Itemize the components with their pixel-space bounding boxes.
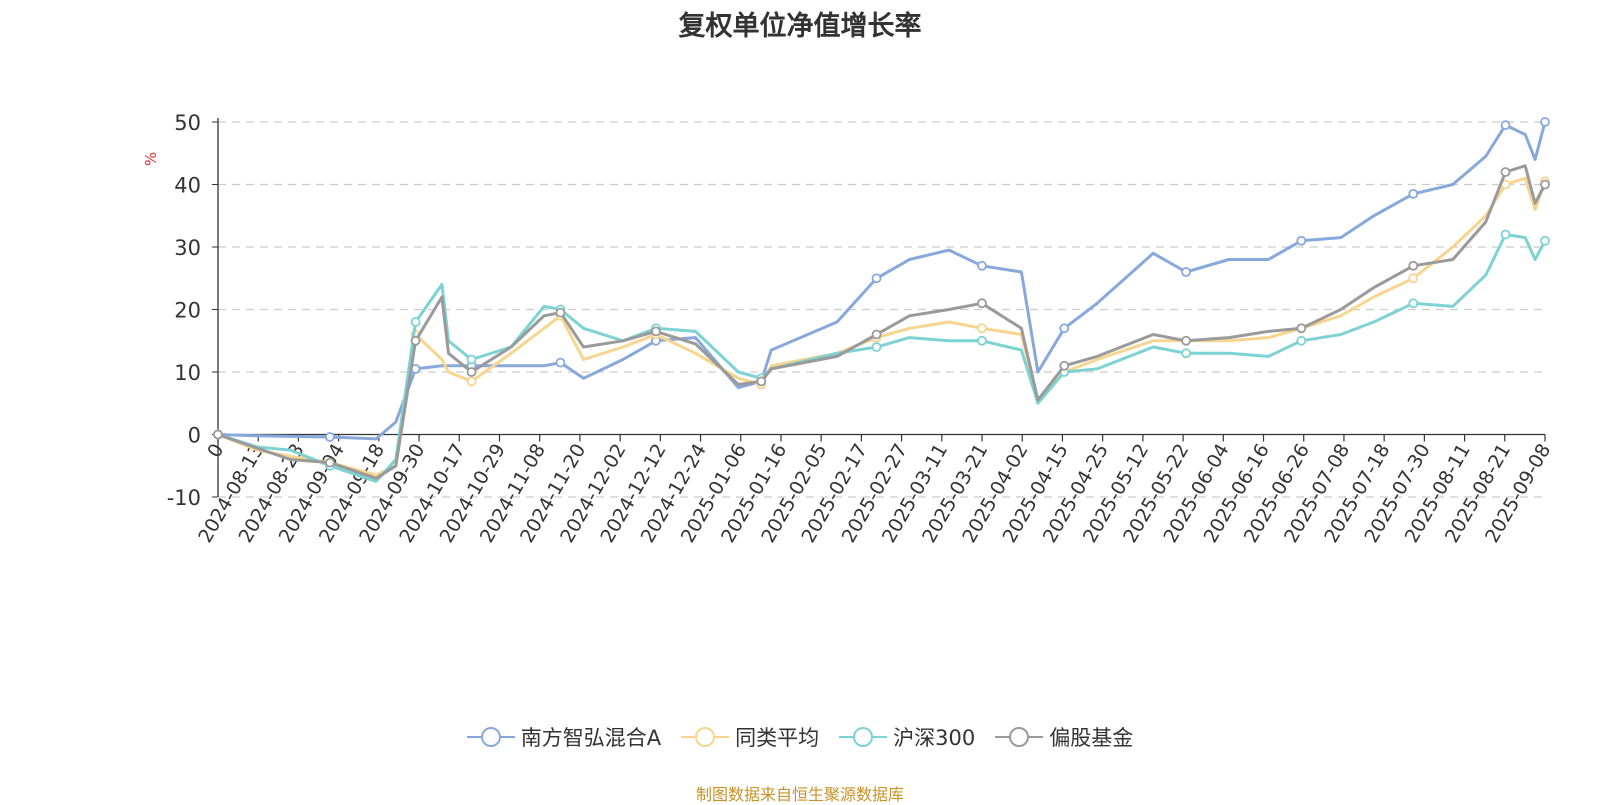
data-point	[651, 326, 661, 337]
data-point	[1296, 335, 1307, 346]
legend-marker-2	[839, 727, 888, 747]
legend-item-3[interactable]: 偏股基金	[995, 722, 1133, 752]
data-point	[1181, 267, 1191, 277]
legend-label-0: 南方智弘混合A	[520, 726, 662, 750]
legend: 南方智弘混合A 同类平均 沪深300 偏股基金	[0, 722, 1600, 752]
legend-label-3: 偏股基金	[1049, 726, 1134, 750]
data-point	[1181, 335, 1191, 346]
data-point	[1540, 179, 1550, 190]
line-chart: -100102030405002024-08-132024-08-232024-…	[167, 111, 1556, 547]
data-point	[325, 432, 335, 442]
data-point	[1296, 235, 1307, 246]
data-point	[466, 376, 477, 387]
y-tick-label: 40	[174, 174, 201, 198]
y-tick-label: 50	[174, 111, 201, 135]
data-point	[871, 273, 882, 284]
data-point	[1059, 360, 1070, 371]
data-point	[1540, 117, 1550, 127]
legend-label-1: 同类平均	[735, 726, 820, 750]
data-point	[466, 367, 477, 377]
data-point	[977, 335, 987, 346]
data-point	[977, 298, 987, 309]
legend-marker-1	[681, 727, 730, 747]
data-point	[871, 342, 882, 352]
data-point	[1296, 323, 1307, 334]
data-point	[410, 317, 421, 327]
data-point	[1408, 273, 1419, 284]
data-point	[213, 429, 223, 440]
data-point	[410, 335, 421, 346]
legend-label-2: 沪深300	[893, 726, 976, 750]
data-source-note: 制图数据来自恒生聚源数据库	[695, 785, 904, 804]
data-point	[1408, 298, 1419, 309]
series-line-0	[217, 121, 1547, 441]
data-point	[1500, 120, 1511, 131]
data-point	[555, 357, 566, 368]
y-tick-label: -10	[167, 486, 201, 510]
data-point	[325, 457, 335, 468]
x-tick-label: 0	[203, 440, 228, 461]
y-tick-label: 20	[174, 299, 201, 323]
y-tick-label: 30	[174, 236, 201, 260]
y-tick-label: 10	[174, 361, 201, 385]
data-point	[756, 376, 767, 387]
data-point	[1408, 188, 1419, 199]
data-point	[871, 329, 882, 340]
data-point	[555, 307, 566, 318]
series-line-1	[217, 176, 1547, 477]
legend-item-1[interactable]: 同类平均	[681, 722, 819, 752]
data-point	[977, 323, 987, 334]
data-point	[1540, 235, 1550, 246]
legend-marker-0	[466, 727, 515, 747]
data-point	[1181, 348, 1191, 359]
y-tick-label: 0	[188, 424, 201, 448]
data-point	[977, 260, 987, 271]
legend-item-2[interactable]: 沪深300	[839, 722, 975, 752]
data-point	[1059, 323, 1070, 334]
chart-title: 复权单位净值增长率	[678, 11, 922, 42]
legend-marker-3	[995, 727, 1044, 747]
data-point	[1500, 229, 1511, 240]
data-point	[466, 354, 477, 365]
data-point	[1408, 260, 1419, 271]
legend-item-0[interactable]: 南方智弘混合A	[466, 722, 662, 752]
data-point	[1500, 167, 1511, 177]
